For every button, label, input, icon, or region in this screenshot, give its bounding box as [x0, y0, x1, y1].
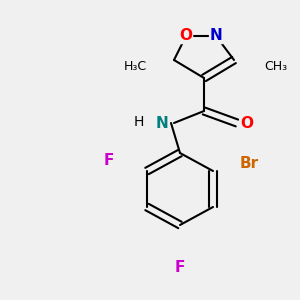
Text: H₃C: H₃C: [124, 59, 147, 73]
Text: O: O: [240, 116, 253, 130]
Text: O: O: [179, 28, 193, 44]
Text: H: H: [134, 115, 144, 128]
Text: F: F: [175, 260, 185, 274]
Text: Br: Br: [240, 156, 259, 171]
Text: F: F: [103, 153, 114, 168]
Text: CH₃: CH₃: [264, 59, 287, 73]
Text: N: N: [210, 28, 222, 44]
Text: N: N: [155, 116, 168, 130]
